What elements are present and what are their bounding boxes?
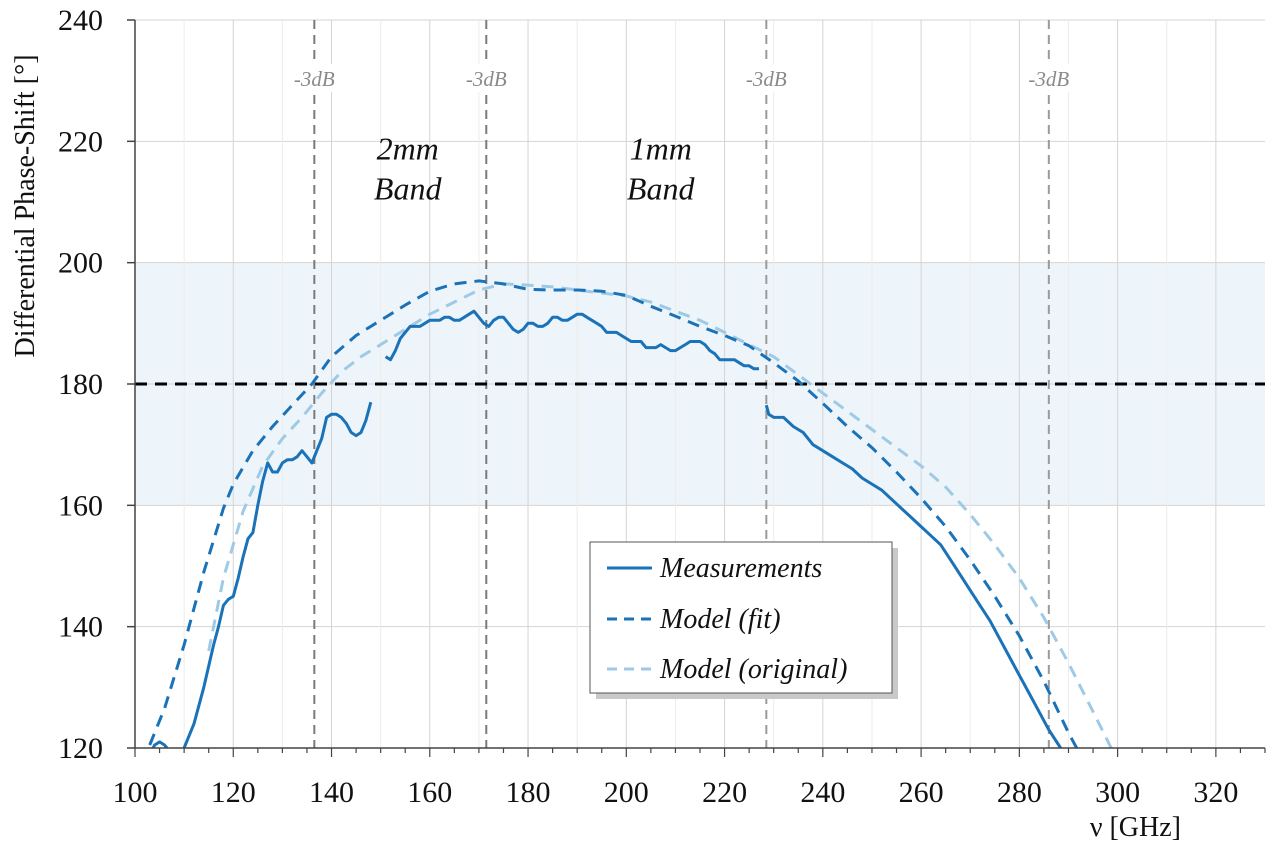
x-tick-label: 180 — [506, 776, 551, 809]
x-tick-label: 260 — [899, 776, 944, 809]
x-tick-label: 160 — [407, 776, 452, 809]
y-tick-label: 220 — [58, 125, 103, 158]
cutoff-label-bg — [459, 64, 514, 92]
x-tick-label: 300 — [1095, 776, 1140, 809]
y-tick-label: 180 — [58, 368, 103, 401]
cutoff-label-bg — [739, 64, 794, 92]
series-model-fit — [148, 279, 1079, 748]
x-tick-label: 320 — [1193, 776, 1238, 809]
y-tick-label: 160 — [58, 489, 103, 522]
series-model-original — [207, 282, 1113, 748]
cutoff-label-bg — [287, 64, 342, 92]
cutoff-label: -3dB — [466, 67, 507, 91]
y-tick-label: 120 — [58, 732, 103, 765]
band-annotation-line: 1mm — [630, 131, 692, 167]
band-annotation: 2mm Band — [374, 131, 443, 207]
annotations: 2mm Band 1mm Band — [374, 131, 696, 207]
band-annotation-line: Band — [627, 171, 696, 207]
series-measurements-segment — [764, 404, 1063, 748]
legend: Measurements Model (fit) Model (original… — [589, 541, 898, 699]
x-tick-label: 120 — [211, 776, 256, 809]
legend-label-model-fit: Model (fit) — [659, 604, 781, 635]
series-measurements-segment — [151, 401, 373, 748]
x-tick-label: 140 — [309, 776, 354, 809]
band-annotation-line: 2mm — [377, 131, 439, 167]
x-tick-label: 240 — [800, 776, 845, 809]
series-layer — [135, 279, 1265, 748]
y-axis-title: Differential Phase-Shift [°] — [10, 54, 41, 357]
series-measurements-segment — [384, 309, 759, 371]
band-annotation: 1mm Band — [627, 131, 696, 207]
legend-label-measurements: Measurements — [659, 553, 822, 584]
band-annotation-line: Band — [374, 171, 443, 207]
tick-labels: 100 120 140 160 180 200 220 240 260 280 300 320 120 1… — [58, 4, 1238, 809]
x-axis-title: ν [GHz] — [1090, 812, 1181, 843]
y-tick-label: 140 — [58, 611, 103, 644]
cutoff-label: -3dB — [746, 67, 787, 91]
legend-label-model-original: Model (original) — [659, 654, 847, 685]
x-tick-label: 220 — [702, 776, 747, 809]
cutoff-label: -3dB — [294, 67, 335, 91]
y-tick-label: 240 — [58, 4, 103, 37]
cutoff-label-bg — [1021, 64, 1076, 92]
x-tick-label: 200 — [604, 776, 649, 809]
cutoff-label: -3dB — [1028, 67, 1069, 91]
axes — [127, 19, 1266, 757]
x-tick-label: 100 — [113, 776, 158, 809]
x-tick-label: 280 — [997, 776, 1042, 809]
y-tick-label: 200 — [58, 247, 103, 280]
